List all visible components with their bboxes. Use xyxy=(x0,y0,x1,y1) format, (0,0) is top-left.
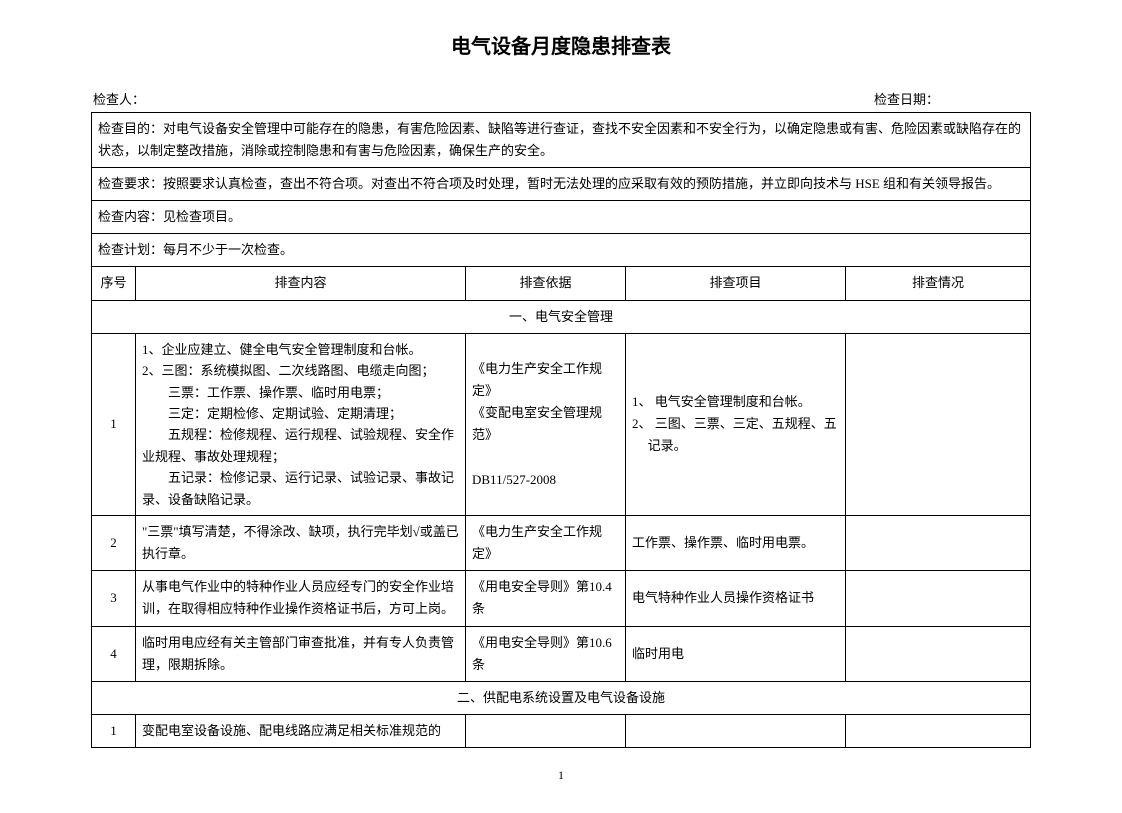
content-cell: 变配电室设备设施、配电线路应满足相关标准规范的 xyxy=(136,714,466,747)
basis-cell: 《用电安全导则》第10.6 条 xyxy=(466,626,626,681)
inspector-label: 检查人： xyxy=(93,89,145,108)
intro-plan-row: 检查计划：每月不少于一次检查。 xyxy=(92,234,1031,267)
intro-content-row: 检查内容：见检查项目。 xyxy=(92,201,1031,234)
intro-purpose: 检查目的：对电气设备安全管理中可能存在的隐患，有害危险因素、缺陷等进行查证，查找… xyxy=(92,113,1031,168)
content-cell: 临时用电应经有关主管部门审查批准，并有专人负责管理，限期拆除。 xyxy=(136,626,466,681)
intro-purpose-row: 检查目的：对电气设备安全管理中可能存在的隐患，有害危险因素、缺陷等进行查证，查找… xyxy=(92,113,1031,168)
document-page: 电气设备月度隐患排查表 检查人： 检查日期： 检查目的：对电气设备安全管理中可能… xyxy=(91,30,1031,783)
intro-content-label: 检查内容：见检查项目。 xyxy=(92,201,1031,234)
item-cell: 临时用电 xyxy=(626,626,846,681)
content-line: 三定：定期检修、定期试验、定期清理； xyxy=(142,403,459,424)
seq-cell: 3 xyxy=(92,571,136,626)
status-cell xyxy=(846,626,1031,681)
status-cell xyxy=(846,571,1031,626)
table-row: 2 "三票"填写清楚，不得涂改、缺项，执行完毕划√或盖已执行章。 《电力生产安全… xyxy=(92,516,1031,571)
seq-cell: 4 xyxy=(92,626,136,681)
section1-header-row: 一、电气安全管理 xyxy=(92,300,1031,333)
item-line: 2、 三图、三票、三定、五规程、五记录。 xyxy=(632,413,839,457)
content-cell: 1、企业应建立、健全电气安全管理制度和台帐。 2、三图：系统模拟图、二次线路图、… xyxy=(136,333,466,516)
status-cell xyxy=(846,714,1031,747)
col-status-header: 排查情况 xyxy=(846,267,1031,300)
content-cell: "三票"填写清楚，不得涂改、缺项，执行完毕划√或盖已执行章。 xyxy=(136,516,466,571)
intro-plan: 检查计划：每月不少于一次检查。 xyxy=(92,234,1031,267)
basis-cell: 《电力生产安全工作规定》 xyxy=(466,516,626,571)
table-row: 3 从事电气作业中的特种作业人员应经专门的安全作业培训，在取得相应特种作业操作资… xyxy=(92,571,1031,626)
content-line: 1、企业应建立、健全电气安全管理制度和台帐。 xyxy=(142,339,459,360)
content-line: 五规程：检修规程、运行规程、试验规程、安全作业规程、事故处理规程； xyxy=(142,424,459,467)
intro-requirement: 检查要求：按照要求认真检查，查出不符合项。对查出不符合项及时处理，暂时无法处理的… xyxy=(92,168,1031,201)
intro-requirement-row: 检查要求：按照要求认真检查，查出不符合项。对查出不符合项及时处理，暂时无法处理的… xyxy=(92,168,1031,201)
page-number: 1 xyxy=(91,768,1031,783)
basis-cell: 《用电安全导则》第10.4 条 xyxy=(466,571,626,626)
table-row: 4 临时用电应经有关主管部门审查批准，并有专人负责管理，限期拆除。 《用电安全导… xyxy=(92,626,1031,681)
col-basis-header: 排查依据 xyxy=(466,267,626,300)
content-line: 三票：工作票、操作票、临时用电票； xyxy=(142,382,459,403)
column-header-row: 序号 排查内容 排查依据 排查项目 排查情况 xyxy=(92,267,1031,300)
section2-title: 二、供配电系统设置及电气设备设施 xyxy=(92,681,1031,714)
basis-cell: 《电力生产安全工作规定》 《变配电室安全管理规范》 DB11/527-2008 xyxy=(466,333,626,516)
status-cell xyxy=(846,516,1031,571)
section1-title: 一、电气安全管理 xyxy=(92,300,1031,333)
content-line: 五记录：检修记录、运行记录、试验记录、事故记录、设备缺陷记录。 xyxy=(142,467,459,510)
date-label: 检查日期： xyxy=(874,89,939,108)
item-line: 1、 电气安全管理制度和台帐。 xyxy=(632,391,839,413)
table-row: 1 变配电室设备设施、配电线路应满足相关标准规范的 xyxy=(92,714,1031,747)
item-cell: 工作票、操作票、临时用电票。 xyxy=(626,516,846,571)
seq-cell: 1 xyxy=(92,714,136,747)
item-cell: 1、 电气安全管理制度和台帐。 2、 三图、三票、三定、五规程、五记录。 xyxy=(626,333,846,516)
seq-cell: 2 xyxy=(92,516,136,571)
section2-header-row: 二、供配电系统设置及电气设备设施 xyxy=(92,681,1031,714)
item-cell: 电气特种作业人员操作资格证书 xyxy=(626,571,846,626)
seq-cell: 1 xyxy=(92,333,136,516)
item-cell xyxy=(626,714,846,747)
content-line: 2、三图：系统模拟图、二次线路图、电缆走向图； xyxy=(142,360,459,381)
header-info: 检查人： 检查日期： xyxy=(91,89,1031,108)
col-seq-header: 序号 xyxy=(92,267,136,300)
page-title: 电气设备月度隐患排查表 xyxy=(91,30,1031,59)
status-cell xyxy=(846,333,1031,516)
col-content-header: 排查内容 xyxy=(136,267,466,300)
inspection-table: 检查目的：对电气设备安全管理中可能存在的隐患，有害危险因素、缺陷等进行查证，查找… xyxy=(91,112,1031,748)
col-item-header: 排查项目 xyxy=(626,267,846,300)
table-row: 1 1、企业应建立、健全电气安全管理制度和台帐。 2、三图：系统模拟图、二次线路… xyxy=(92,333,1031,516)
basis-cell xyxy=(466,714,626,747)
content-cell: 从事电气作业中的特种作业人员应经专门的安全作业培训，在取得相应特种作业操作资格证… xyxy=(136,571,466,626)
